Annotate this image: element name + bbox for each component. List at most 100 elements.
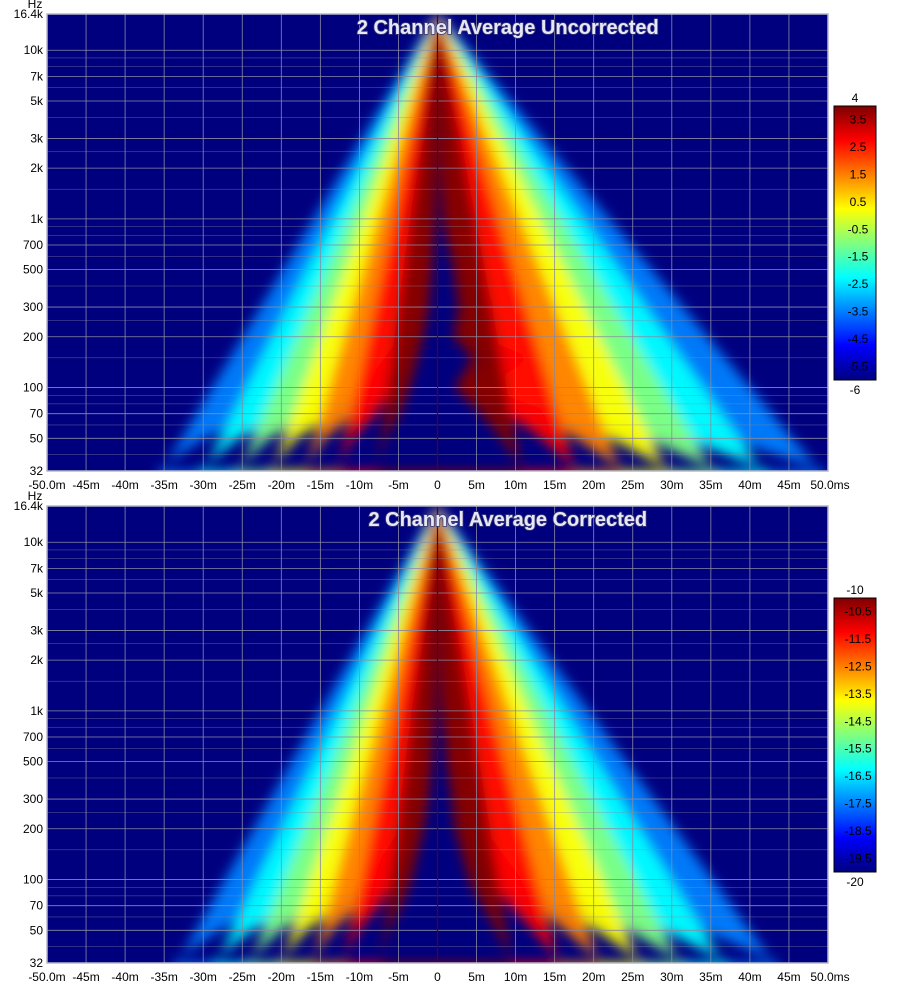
x-tick-label: -5m	[388, 970, 409, 984]
y-tick-label: 3k	[30, 131, 44, 145]
x-tick-label: 50.0ms	[810, 970, 849, 984]
plot-frame	[46, 505, 829, 964]
y-tick-label: 5k	[30, 94, 44, 108]
x-tick-label: 40m	[738, 970, 761, 984]
x-tick-label: -20m	[268, 478, 295, 492]
colorbar-tick-label: 2.5	[850, 140, 867, 154]
y-tick-label: 1k	[30, 212, 44, 226]
x-tick-label: -50.0m	[28, 478, 65, 492]
y-tick-label: 200	[23, 822, 43, 836]
colorbar-gradient	[833, 597, 877, 873]
colorbar-tick-label: -10.5	[844, 605, 872, 619]
y-tick-label: 16.4k	[14, 7, 44, 21]
x-tick-label: -25m	[229, 478, 256, 492]
heat-layer	[375, 14, 524, 471]
x-tick-label: -40m	[111, 478, 138, 492]
y-tick-label: 1k	[30, 704, 44, 718]
colorbar-gradient	[833, 105, 877, 381]
x-tick-label: -25m	[229, 970, 256, 984]
colorbar-tick-label: -15.5	[844, 742, 872, 756]
x-tick-label: -45m	[72, 970, 99, 984]
colorbar-tick-label: -18.5	[844, 824, 872, 838]
x-tick-label: -30m	[190, 478, 217, 492]
x-tick-label: 5m	[468, 478, 485, 492]
colorbar-tick-label: -17.5	[844, 797, 872, 811]
x-tick-label: 0	[434, 970, 441, 984]
y-tick-label: 50	[30, 923, 44, 937]
plot-frame	[46, 13, 829, 472]
y-tick-label: 70	[30, 407, 44, 421]
y-tick-label: 70	[30, 899, 44, 913]
colorbar-tick-label: -4.5	[848, 332, 869, 346]
colorbar-tick-label: -12.5	[844, 660, 872, 674]
chart-title: 2 Channel Average Uncorrected	[357, 17, 659, 39]
x-tick-label: 30m	[660, 478, 683, 492]
x-tick-label: 25m	[621, 970, 644, 984]
x-tick-label: 10m	[504, 478, 527, 492]
y-tick-label: 700	[23, 238, 43, 252]
y-tick-label: 7k	[30, 69, 44, 83]
x-tick-label: -10m	[346, 970, 373, 984]
colorbar-tick-label: -19.5	[844, 851, 872, 865]
y-tick-label: 200	[23, 330, 43, 344]
x-tick-label: 15m	[543, 478, 566, 492]
y-tick-label: 50	[30, 431, 44, 445]
colorbar-tick-label: 0.5	[850, 195, 867, 209]
y-tick-label: 3k	[30, 623, 44, 637]
y-tick-label: 500	[23, 755, 43, 769]
x-tick-label: -45m	[72, 478, 99, 492]
x-tick-label: 5m	[468, 970, 485, 984]
x-tick-label: -20m	[268, 970, 295, 984]
colorbar: -10 -20 -10.5 -11.5 -12.5 -13.5 -14.5 -15.5 -16.…	[833, 583, 877, 889]
x-tick-label: 45m	[777, 970, 800, 984]
x-tick-label: 0	[434, 478, 441, 492]
y-tick-label: 100	[23, 873, 43, 887]
heat-layer	[379, 506, 514, 963]
y-tick-label: 2k	[30, 653, 44, 667]
y-tick-label: 100	[23, 381, 43, 395]
x-tick-label: -15m	[307, 478, 334, 492]
chart-title: 2 Channel Average Corrected	[368, 509, 647, 531]
x-tick-label: 45m	[777, 478, 800, 492]
x-tick-label: -50.0m	[28, 970, 65, 984]
colorbar-min-label: -6	[850, 383, 861, 397]
colorbar-max-label: -10	[846, 583, 864, 597]
colorbar-tick-label: -11.5	[845, 632, 872, 646]
colorbar-tick-label: -13.5	[844, 687, 872, 701]
y-unit-label: Hz	[28, 489, 43, 503]
y-tick-label: 10k	[24, 535, 44, 549]
x-tick-label: 35m	[699, 970, 722, 984]
x-tick-label: 20m	[582, 970, 605, 984]
y-tick-label: 32	[30, 464, 44, 478]
colorbar-tick-label: -14.5	[844, 714, 872, 728]
colorbar-tick-label: 1.5	[850, 168, 867, 182]
x-tick-label: -10m	[346, 478, 373, 492]
colorbar: 4 -6 3.5 2.5 1.5 0.5 -0.5 -1.5 -2.5 -3.5 -4.5 -5.5	[833, 91, 877, 397]
y-tick-label: 16.4k	[14, 499, 44, 513]
x-tick-label: 10m	[504, 970, 527, 984]
y-tick-label: 32	[30, 956, 44, 970]
colorbar-tick-label: -1.5	[848, 250, 869, 264]
y-tick-label: 700	[23, 730, 43, 744]
y-tick-label: 5k	[30, 586, 44, 600]
grid	[46, 13, 829, 472]
x-tick-label: 25m	[621, 478, 644, 492]
x-tick-label: 35m	[699, 478, 722, 492]
x-tick-label: 30m	[660, 970, 683, 984]
y-tick-label: 10k	[24, 43, 44, 57]
x-tick-label: -35m	[150, 478, 177, 492]
colorbar-min-label: -20	[846, 875, 864, 889]
y-tick-label: 7k	[30, 561, 44, 575]
x-tick-label: -15m	[307, 970, 334, 984]
colorbar-tick-label: -5.5	[848, 359, 869, 373]
colorbar-tick-label: -16.5	[844, 769, 872, 783]
y-tick-label: 300	[23, 792, 43, 806]
x-tick-label: -30m	[190, 970, 217, 984]
y-tick-label: 2k	[30, 161, 44, 175]
x-tick-label: 20m	[582, 478, 605, 492]
colorbar-tick-label: 3.5	[850, 113, 867, 127]
colorbar-max-label: 4	[852, 91, 859, 105]
